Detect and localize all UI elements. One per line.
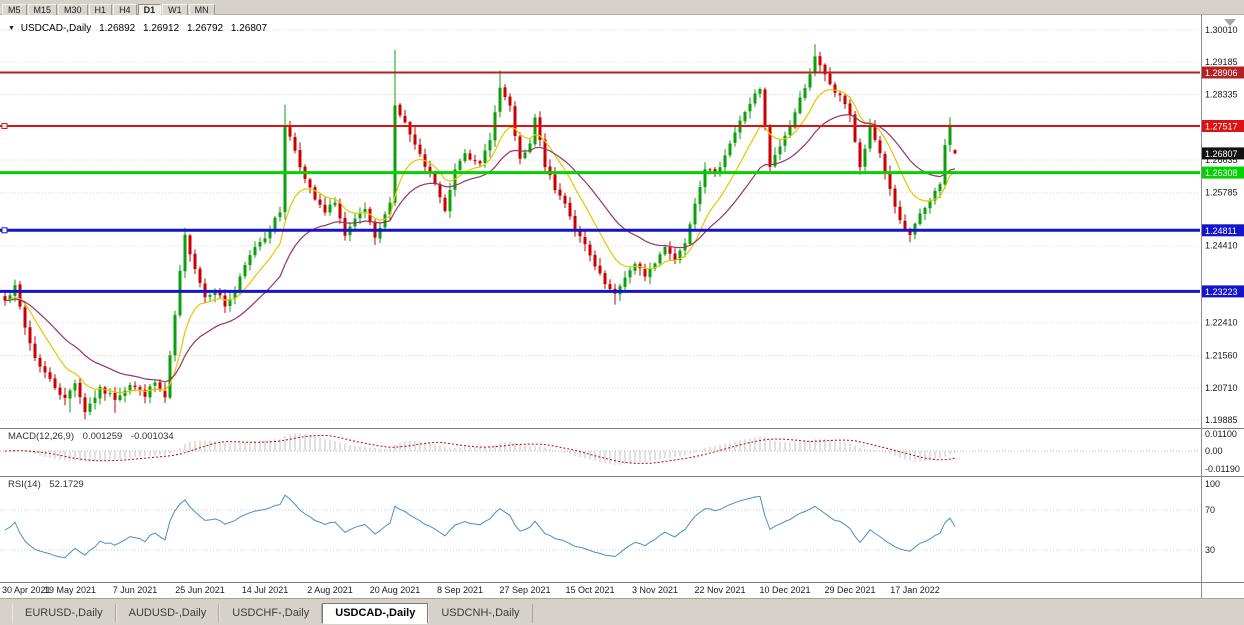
macd-axis-label: 0.01100 (1205, 429, 1237, 439)
rsi-panel: 100 70 30 RSI(14) 52.1729 (0, 476, 1244, 582)
price-badge-1.28906: 1.28906 (1202, 66, 1244, 79)
timeframe-toolbar: M5 M15 M30 H1 H4 D1 W1 MN (0, 0, 1244, 17)
rsi-title: RSI(14) 52.1729 (8, 479, 90, 490)
macd-chart[interactable]: 0.01100 0.00 -0.01190 (0, 429, 1244, 476)
rsi-axis: 100 70 30 (1205, 479, 1220, 555)
candlestick-chart[interactable]: 1.30010 1.29185 1.28335 1.26635 1.25785 1.244… (0, 15, 1244, 428)
chart-symbol-label: USDCAD-,Daily (20, 23, 92, 34)
date-axis-label: 10 Dec 2021 (759, 585, 811, 595)
date-axis-label: 27 Sep 2021 (499, 585, 551, 595)
svg-text:1.27517: 1.27517 (1205, 122, 1238, 132)
svg-text:1.26807: 1.26807 (1205, 149, 1238, 159)
ohlc-open-value: 1.26892 (99, 23, 136, 34)
price-badge-1.23223: 1.23223 (1202, 285, 1244, 298)
chart-tabs: EURUSD-,Daily AUDUSD-,Daily USDCHF-,Daily U… (0, 598, 1244, 625)
moving-average-24 (4, 114, 956, 383)
rsi-axis-label: 100 (1205, 479, 1220, 489)
date-axis-label: 8 Sep 2021 (436, 585, 484, 595)
ohlc-low-value: 1.26792 (186, 23, 224, 34)
ohlc-high-value: 1.26912 (143, 23, 180, 34)
svg-text:1.26308: 1.26308 (1205, 168, 1238, 178)
tab-usdcnh-daily[interactable]: USDCNH-,Daily (428, 604, 533, 623)
hline-1.24811[interactable] (0, 227, 1200, 234)
timeframe-m15[interactable]: M15 (27, 4, 58, 17)
price-axis-label: 1.21560 (1205, 351, 1238, 361)
date-axis-label: 29 Dec 2021 (824, 585, 876, 595)
timeframe-mn[interactable]: MN (188, 4, 215, 17)
moving-average-10 (4, 88, 956, 394)
tab-usdchf-daily[interactable]: USDCHF-,Daily (219, 604, 323, 623)
date-axis-label: 3 Nov 2021 (631, 585, 679, 595)
price-gridlines (0, 29, 1200, 421)
macd-title: MACD(12,26,9) 0.001259 -0.001034 (8, 431, 180, 442)
date-axis-label: 19 May 2021 (43, 585, 97, 595)
price-axis-label: 1.22410 (1205, 318, 1238, 328)
price-axis-label: 1.26635 (1205, 155, 1238, 165)
macd-axis-label: -0.01190 (1205, 464, 1240, 474)
price-axis-label: 1.25785 (1205, 188, 1238, 198)
price-axis-label: 1.20710 (1205, 383, 1238, 393)
svg-text:1.28906: 1.28906 (1205, 68, 1238, 78)
price-scale-separator (1201, 15, 1202, 598)
tab-usdcad-daily[interactable]: USDCAD-,Daily (322, 603, 429, 624)
svg-text:1.24811: 1.24811 (1205, 226, 1237, 236)
rsi-axis-label: 30 (1205, 545, 1215, 555)
price-axis-label: 1.29185 (1205, 57, 1238, 67)
price-axis-label: 1.28335 (1205, 90, 1238, 100)
macd-axis: 0.01100 0.00 -0.01190 (1205, 429, 1240, 474)
date-axis-label: 15 Oct 2021 (565, 585, 615, 595)
macd-histogram (9, 433, 956, 465)
price-axis: 1.30010 1.29185 1.28335 1.26635 1.25785 1.244… (1205, 25, 1238, 425)
chart-shift-marker-icon (1224, 19, 1236, 26)
price-badge-1.24811: 1.24811 (1202, 224, 1244, 237)
rsi-line (4, 494, 956, 559)
date-axis-label: 17 Jan 2022 (890, 585, 940, 595)
macd-signal-line (4, 434, 956, 464)
chart-title: ▼ USDCAD-,Daily 1.26892 1.26912 1.26792 … (8, 23, 272, 34)
price-badge-1.27517: 1.27517 (1202, 120, 1244, 132)
tab-eurusd-daily[interactable]: EURUSD-,Daily (12, 604, 116, 623)
date-axis-label: 20 Aug 2021 (369, 585, 421, 595)
macd-label: MACD(12,26,9) (8, 431, 74, 442)
date-axis-label: 2 Aug 2021 (307, 585, 353, 595)
price-axis-label: 1.30010 (1205, 25, 1238, 35)
date-axis-label: 30 Apr 2021 (2, 585, 51, 595)
price-axis-label: 1.24410 (1205, 241, 1238, 251)
tab-audusd-daily[interactable]: AUDUSD-,Daily (115, 604, 220, 623)
macd-main-value: 0.001259 (82, 431, 123, 442)
date-axis-label: 25 Jun 2021 (175, 585, 225, 595)
svg-text:1.23223: 1.23223 (1205, 287, 1238, 297)
macd-axis-label: 0.00 (1205, 446, 1223, 456)
price-badge-1.26308: 1.26308 (1202, 166, 1244, 179)
rsi-chart[interactable]: 100 70 30 (0, 477, 1244, 582)
macd-panel: 0.01100 0.00 -0.01190 MACD(12,26,9) 0.0012… (0, 428, 1244, 476)
candles-series (3, 44, 957, 420)
macd-signal-value: -0.001034 (130, 431, 174, 442)
rsi-axis-label: 70 (1205, 505, 1215, 515)
ohlc-close-value: 1.26807 (230, 23, 268, 34)
hline-1.27517[interactable] (0, 123, 1200, 129)
rsi-value: 52.1729 (49, 479, 84, 490)
rsi-label: RSI(14) (8, 479, 41, 490)
symbol-marker-icon: ▼ (8, 25, 15, 32)
price-axis-label: 1.19885 (1205, 415, 1238, 425)
date-axis-label: 14 Jul 2021 (241, 585, 289, 595)
main-chart-panel: 1.30010 1.29185 1.28335 1.26635 1.25785 1.244… (0, 15, 1244, 428)
price-badge-1.26807: 1.26807 (1202, 147, 1244, 160)
date-axis-label: 22 Nov 2021 (694, 585, 746, 595)
date-axis: 30 Apr 2021 19 May 2021 7 Jun 2021 25 Jun 2… (0, 582, 1244, 598)
date-axis-label: 7 Jun 2021 (112, 585, 158, 595)
